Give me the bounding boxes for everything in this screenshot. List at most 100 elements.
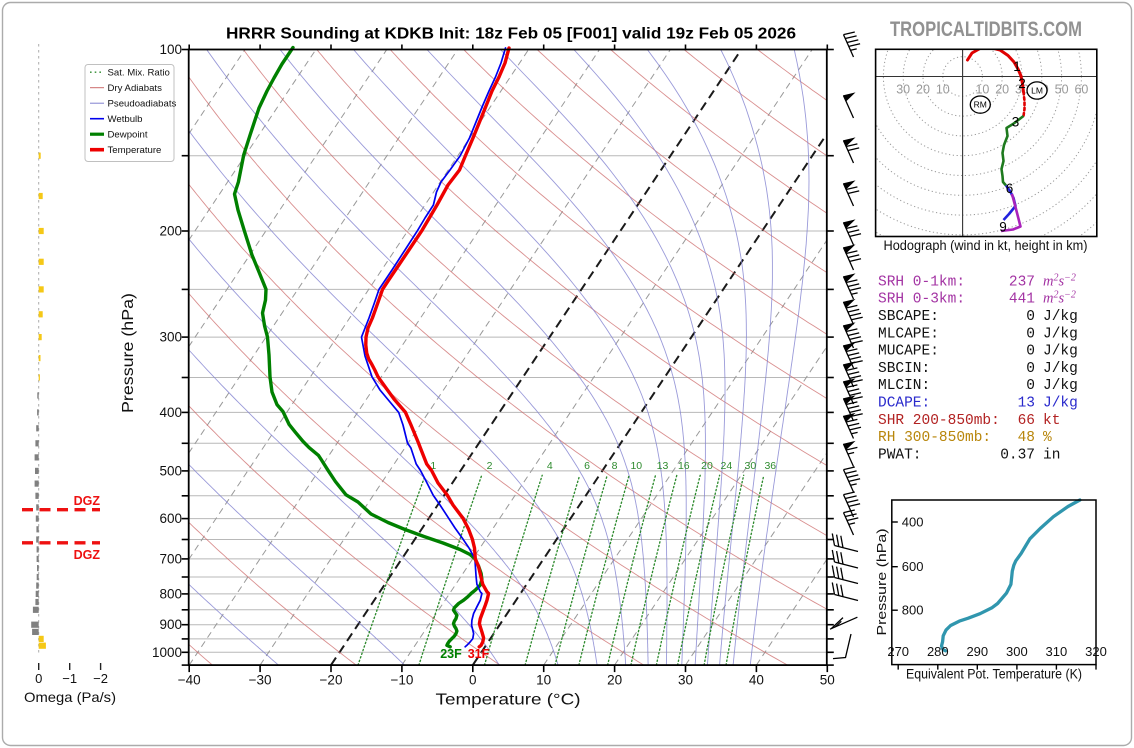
svg-text:0: 0	[1026, 326, 1035, 342]
svg-text:Omega (Pa/s): Omega (Pa/s)	[24, 690, 116, 705]
svg-text:MLCAPE:: MLCAPE:	[878, 326, 939, 342]
svg-text:441: 441	[1009, 292, 1035, 308]
svg-text:30: 30	[678, 673, 693, 688]
svg-text:RH 300-850mb:: RH 300-850mb:	[878, 430, 991, 446]
svg-text:0: 0	[35, 671, 42, 686]
svg-text:20: 20	[607, 673, 622, 688]
svg-text:50: 50	[1055, 83, 1069, 97]
svg-text:SBCIN:: SBCIN:	[878, 361, 930, 377]
svg-text:−2: −2	[93, 671, 108, 686]
svg-text:Temperature (°C): Temperature (°C)	[436, 692, 581, 709]
svg-text:8: 8	[612, 460, 618, 472]
svg-text:40: 40	[749, 673, 764, 688]
svg-text:700: 700	[159, 551, 182, 566]
svg-text:HRRR Sounding at KDKB Init: 18: HRRR Sounding at KDKB Init: 18z Feb 05 […	[226, 26, 796, 43]
svg-text:400: 400	[159, 405, 182, 420]
svg-text:30: 30	[896, 83, 910, 97]
svg-text:13: 13	[1018, 396, 1035, 412]
svg-text:280: 280	[927, 644, 949, 659]
svg-text:100: 100	[159, 42, 182, 57]
svg-text:13: 13	[657, 460, 669, 472]
svg-text:0: 0	[1026, 344, 1035, 360]
svg-text:300: 300	[1006, 644, 1028, 659]
svg-text:50: 50	[820, 673, 835, 688]
svg-text:60: 60	[1074, 83, 1088, 97]
svg-text:0: 0	[1026, 378, 1035, 394]
svg-text:6: 6	[1006, 181, 1014, 196]
svg-text:31F: 31F	[468, 647, 490, 661]
svg-text:−1: −1	[62, 671, 77, 686]
svg-text:9: 9	[999, 220, 1007, 235]
svg-text:J/kg: J/kg	[1043, 378, 1078, 394]
svg-text:2: 2	[1018, 76, 1026, 91]
svg-text:16: 16	[678, 460, 690, 472]
svg-text:24: 24	[721, 460, 733, 472]
svg-text:Pressure (hPa): Pressure (hPa)	[875, 529, 889, 636]
svg-text:J/kg: J/kg	[1043, 326, 1078, 342]
svg-text:6: 6	[584, 460, 590, 472]
svg-text:in: in	[1043, 447, 1060, 463]
svg-text:SHR 200-850mb:: SHR 200-850mb:	[878, 413, 1000, 429]
svg-text:RM: RM	[974, 100, 987, 110]
svg-text:PWAT:: PWAT:	[878, 447, 922, 463]
svg-text:400: 400	[902, 515, 924, 530]
svg-text:−30: −30	[249, 673, 272, 688]
svg-text:SBCAPE:: SBCAPE:	[878, 309, 939, 325]
svg-text:200: 200	[159, 224, 182, 239]
svg-text:10: 10	[536, 673, 551, 688]
svg-text:DGZ: DGZ	[74, 494, 101, 508]
svg-text:SRH 0-1km:: SRH 0-1km:	[878, 274, 965, 290]
svg-text:0.37: 0.37	[1000, 447, 1035, 463]
svg-text:MUCAPE:: MUCAPE:	[878, 344, 939, 360]
svg-text:500: 500	[159, 463, 182, 478]
svg-text:800: 800	[902, 603, 924, 618]
svg-text:290: 290	[966, 644, 988, 659]
svg-text:kt: kt	[1043, 413, 1060, 429]
svg-text:237: 237	[1009, 274, 1035, 290]
svg-text:600: 600	[159, 511, 182, 526]
svg-text:900: 900	[159, 617, 182, 632]
svg-text:DGZ: DGZ	[74, 548, 101, 562]
svg-text:Hodograph (wind in kt, height: Hodograph (wind in kt, height in km)	[884, 238, 1088, 253]
svg-text:1: 1	[430, 460, 436, 472]
svg-text:Temperature: Temperature	[108, 145, 162, 156]
svg-text:−40: −40	[178, 673, 201, 688]
svg-text:J/kg: J/kg	[1043, 361, 1078, 377]
svg-text:23F: 23F	[440, 647, 462, 661]
svg-text:10: 10	[630, 460, 642, 472]
svg-text:4: 4	[547, 460, 553, 472]
svg-text:Dewpoint: Dewpoint	[108, 130, 148, 141]
svg-text:Equivalent Pot. Temperature (K: Equivalent Pot. Temperature (K)	[906, 667, 1082, 682]
svg-text:J/kg: J/kg	[1043, 344, 1078, 360]
svg-text:270: 270	[887, 644, 909, 659]
svg-text:20: 20	[701, 460, 713, 472]
svg-text:66: 66	[1018, 413, 1035, 429]
svg-text:Wetbulb: Wetbulb	[108, 114, 143, 125]
svg-text:SRH 0-3km:: SRH 0-3km:	[878, 292, 965, 308]
svg-text:320: 320	[1085, 644, 1107, 659]
svg-text:J/kg: J/kg	[1043, 396, 1078, 412]
svg-text:10: 10	[936, 83, 950, 97]
svg-text:30: 30	[745, 460, 757, 472]
svg-text:3: 3	[1012, 115, 1020, 130]
svg-text:0: 0	[1026, 309, 1035, 325]
svg-text:Sat. Mix. Ratio: Sat. Mix. Ratio	[108, 68, 170, 79]
svg-text:0: 0	[469, 673, 477, 688]
svg-text:MLCIN:: MLCIN:	[878, 378, 930, 394]
svg-text:1: 1	[1013, 59, 1021, 74]
svg-text:1000: 1000	[152, 645, 182, 660]
svg-text:J/kg: J/kg	[1043, 309, 1078, 325]
svg-text:2: 2	[487, 460, 493, 472]
svg-text:20: 20	[916, 83, 930, 97]
svg-text:DCAPE:: DCAPE:	[878, 396, 930, 412]
svg-text:TROPICALTIDBITS.COM: TROPICALTIDBITS.COM	[890, 18, 1082, 41]
svg-text:0: 0	[1026, 361, 1035, 377]
svg-text:300: 300	[159, 330, 182, 345]
svg-text:20: 20	[995, 83, 1009, 97]
svg-text:310: 310	[1046, 644, 1068, 659]
svg-text:−20: −20	[320, 673, 343, 688]
svg-text:10: 10	[975, 83, 989, 97]
svg-text:Pressure (hPa): Pressure (hPa)	[120, 293, 137, 413]
svg-text:800: 800	[159, 586, 182, 601]
svg-text:600: 600	[902, 559, 924, 574]
